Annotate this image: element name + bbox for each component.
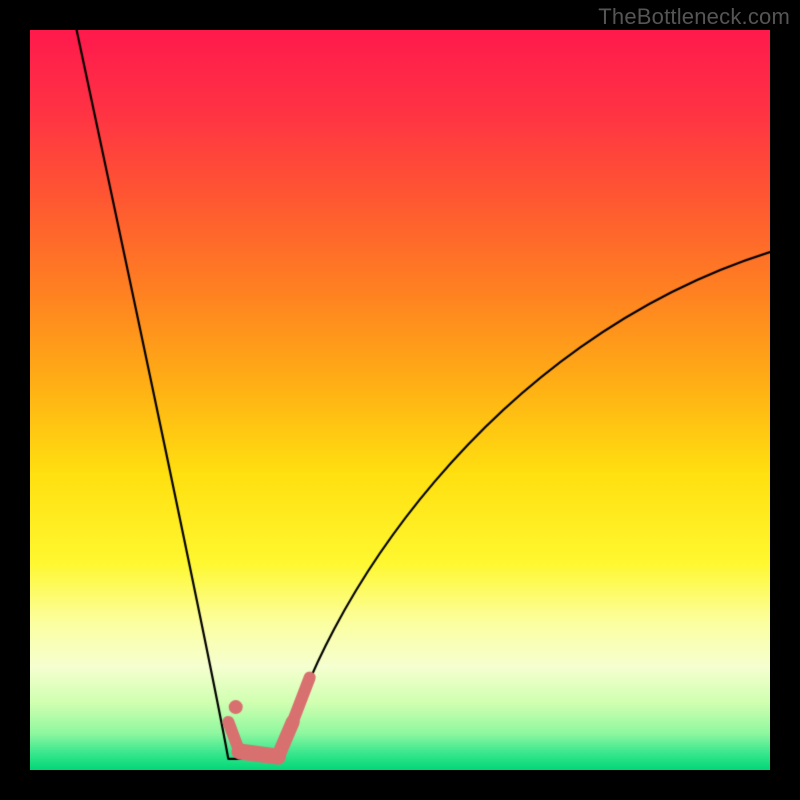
bottleneck-curve (30, 30, 770, 770)
plot-area (30, 30, 770, 770)
image-root: TheBottleneck.com (0, 0, 800, 800)
watermark-text: TheBottleneck.com (598, 4, 790, 30)
